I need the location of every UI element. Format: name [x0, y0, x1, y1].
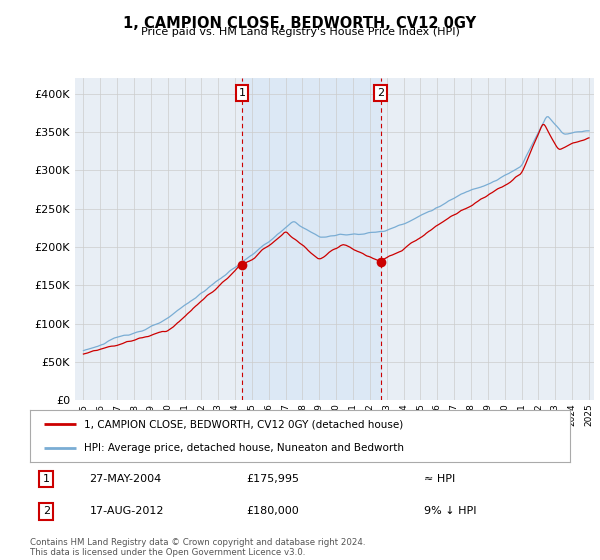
Text: 1: 1: [43, 474, 50, 484]
Text: 1, CAMPION CLOSE, BEDWORTH, CV12 0GY (detached house): 1, CAMPION CLOSE, BEDWORTH, CV12 0GY (de…: [84, 419, 403, 430]
Text: 17-AUG-2012: 17-AUG-2012: [89, 506, 164, 516]
Text: 2: 2: [377, 88, 384, 98]
Text: 2: 2: [43, 506, 50, 516]
Text: Contains HM Land Registry data © Crown copyright and database right 2024.
This d: Contains HM Land Registry data © Crown c…: [30, 538, 365, 557]
Text: 27-MAY-2004: 27-MAY-2004: [89, 474, 161, 484]
Text: 9% ↓ HPI: 9% ↓ HPI: [424, 506, 476, 516]
Text: Price paid vs. HM Land Registry's House Price Index (HPI): Price paid vs. HM Land Registry's House …: [140, 27, 460, 37]
Text: 1, CAMPION CLOSE, BEDWORTH, CV12 0GY: 1, CAMPION CLOSE, BEDWORTH, CV12 0GY: [124, 16, 476, 31]
Text: £180,000: £180,000: [246, 506, 299, 516]
Text: ≈ HPI: ≈ HPI: [424, 474, 455, 484]
Text: 1: 1: [238, 88, 245, 98]
Text: £175,995: £175,995: [246, 474, 299, 484]
Text: HPI: Average price, detached house, Nuneaton and Bedworth: HPI: Average price, detached house, Nune…: [84, 443, 404, 453]
Bar: [242, 78, 380, 400]
